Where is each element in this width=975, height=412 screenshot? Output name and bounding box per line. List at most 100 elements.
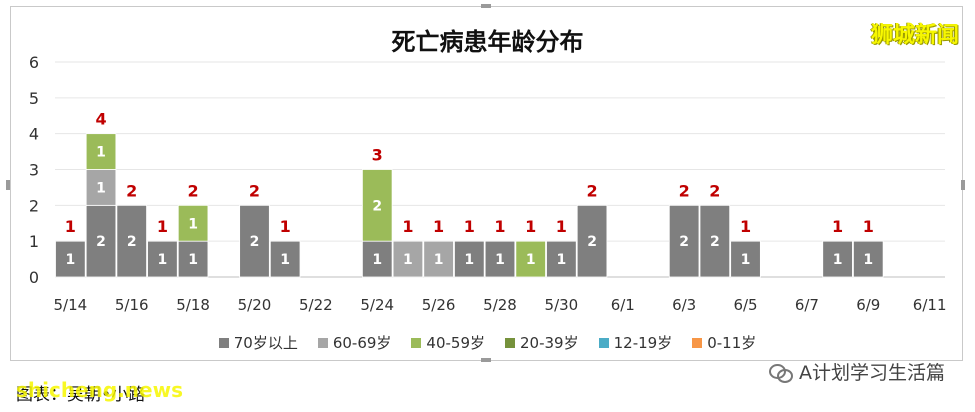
x-tick-label: 5/16 — [115, 296, 149, 314]
bar-segment — [423, 240, 454, 278]
legend-swatch — [692, 337, 703, 348]
bar-total-label: 1 — [157, 217, 168, 236]
x-tick-label: 5/26 — [422, 296, 456, 314]
legend-swatch — [317, 337, 328, 348]
legend-label: 60-69岁 — [332, 334, 392, 352]
legend-label: 40-59岁 — [426, 334, 486, 352]
bar-segment — [515, 240, 546, 278]
x-tick-label: 5/14 — [54, 296, 88, 314]
chart-legend: 70岁以上 60-69岁 40-59岁 20-39岁 12-19岁 0-11岁 — [0, 332, 975, 353]
bar-segment-label: 2 — [127, 234, 137, 250]
resize-handle-top[interactable] — [481, 4, 491, 8]
bar-total-label: 1 — [832, 217, 843, 236]
x-tick-label: 6/7 — [795, 296, 819, 314]
y-tick-label: 5 — [29, 89, 39, 108]
bar-segment-label: 1 — [96, 180, 106, 196]
bar-segment-label: 1 — [464, 252, 474, 268]
footer-watermark: shicheng.news — [16, 378, 183, 402]
bar-segment-label: 1 — [526, 252, 536, 268]
bar-segment-label: 1 — [280, 252, 290, 268]
bar-segment-label: 2 — [587, 234, 597, 250]
y-tick-label: 3 — [29, 161, 39, 180]
wechat-account: A计划学习生活篇 — [769, 358, 945, 385]
bar-total-label: 4 — [95, 110, 106, 129]
y-tick-label: 2 — [29, 196, 39, 215]
bar-segment — [147, 240, 178, 278]
x-tick-label: 6/11 — [913, 296, 947, 314]
bar-total-label: 1 — [433, 217, 444, 236]
legend-item: 70岁以上 — [218, 332, 298, 353]
bar-segment-label: 1 — [96, 145, 106, 161]
bar-total-label: 1 — [464, 217, 475, 236]
bar-total-label: 2 — [679, 181, 690, 200]
bar-total-label: 1 — [402, 217, 413, 236]
bar-segment — [55, 240, 86, 278]
legend-label: 70岁以上 — [233, 334, 298, 352]
chart-frame — [10, 6, 963, 361]
bar-segment-label: 1 — [403, 252, 413, 268]
legend-item: 0-11岁 — [692, 332, 756, 353]
x-tick-label: 5/22 — [299, 296, 333, 314]
bar-segment — [177, 204, 209, 242]
bar-segment — [454, 240, 485, 278]
bar-segment — [730, 240, 761, 278]
bar-segment-label: 1 — [495, 252, 505, 268]
bar-segment — [239, 204, 270, 278]
legend-swatch — [598, 337, 609, 348]
legend-label: 12-19岁 — [613, 334, 673, 352]
bar-segment — [269, 240, 301, 278]
bar-segment — [484, 240, 516, 278]
bar-total-label: 3 — [372, 146, 383, 165]
bar-segment — [576, 204, 608, 278]
wechat-icon — [769, 362, 793, 383]
bar-segment — [699, 204, 731, 278]
y-tick-label: 0 — [29, 268, 39, 287]
bar-segment — [361, 240, 393, 278]
resize-handle-bottom[interactable] — [481, 358, 491, 362]
legend-item: 40-59岁 — [411, 332, 485, 353]
bar-total-label: 2 — [586, 181, 597, 200]
x-tick-label: 5/20 — [238, 296, 272, 314]
legend-swatch — [411, 337, 422, 348]
resize-handle-left[interactable] — [6, 180, 10, 190]
brand-watermark: 狮城新闻 — [870, 23, 959, 48]
x-tick-label: 6/5 — [733, 296, 757, 314]
x-tick-label: 5/24 — [360, 296, 394, 314]
bar-total-label: 2 — [188, 181, 199, 200]
bar-segment-label: 1 — [372, 252, 382, 268]
bar-segment-label: 1 — [188, 252, 198, 268]
bar-total-label: 2 — [709, 181, 720, 200]
x-tick-label: 5/30 — [545, 296, 579, 314]
x-tick-label: 5/28 — [483, 296, 517, 314]
bar-segment-label: 1 — [188, 216, 198, 232]
y-tick-label: 1 — [29, 232, 39, 251]
bar-segment-label: 1 — [434, 252, 444, 268]
bar-segment — [668, 204, 700, 278]
legend-item: 12-19岁 — [598, 332, 673, 353]
bar-segment-label: 1 — [65, 252, 75, 268]
bar-segment — [85, 204, 117, 278]
legend-swatch — [218, 337, 229, 348]
bar-segment-label: 1 — [741, 252, 751, 268]
bar-total-label: 1 — [863, 217, 874, 236]
bar-segment — [85, 169, 117, 206]
bar-segment-label: 2 — [710, 234, 720, 250]
footer-credit-text: 图表：吴朝•小路 — [16, 385, 146, 405]
bar-segment — [85, 133, 117, 170]
bar-segment — [392, 240, 424, 278]
legend-swatch — [505, 337, 516, 348]
bar-total-label: 2 — [249, 181, 260, 200]
wechat-account-name: A计划学习生活篇 — [799, 362, 945, 384]
bar-segment — [116, 204, 147, 278]
bar-total-label: 2 — [126, 181, 137, 200]
x-tick-label: 6/3 — [672, 296, 696, 314]
legend-item: 20-39岁 — [505, 332, 579, 353]
x-tick-label: 6/1 — [611, 296, 635, 314]
x-tick-label: 5/18 — [176, 296, 210, 314]
bar-segment-label: 1 — [158, 252, 168, 268]
resize-handle-right[interactable] — [961, 180, 965, 190]
legend-label: 20-39岁 — [520, 334, 579, 352]
chart-title: 死亡病患年龄分布 — [391, 28, 584, 56]
bar-segment — [546, 240, 577, 278]
